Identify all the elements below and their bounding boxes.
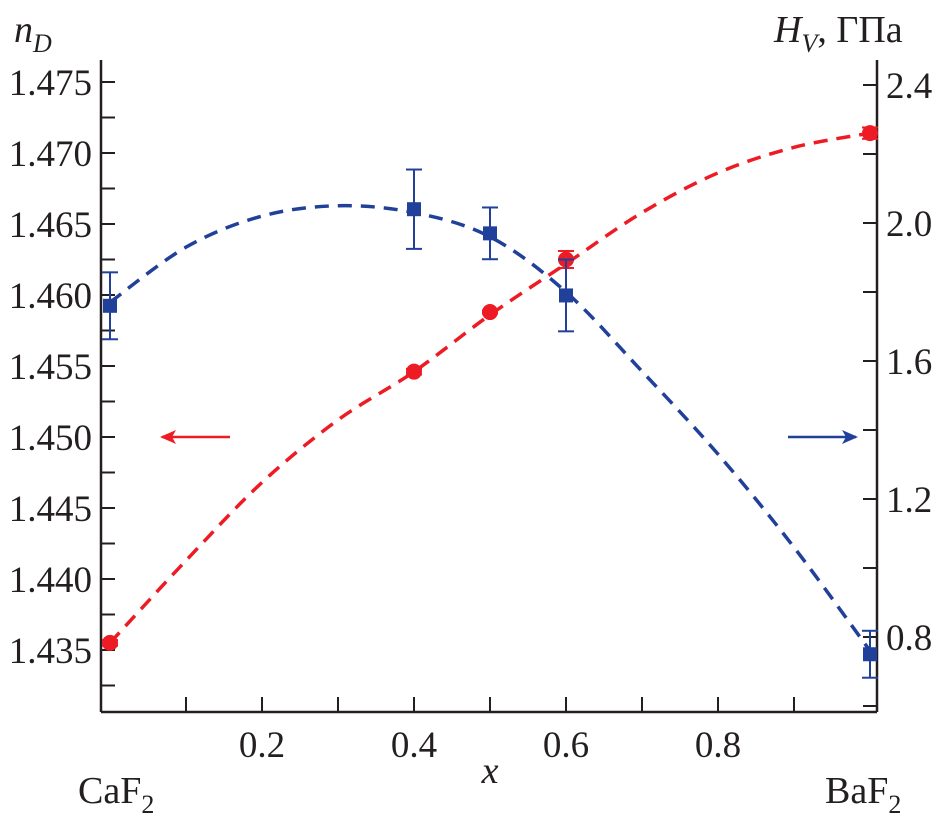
n_D-point — [102, 634, 118, 651]
y-left-tick-label: 1.435 — [9, 631, 92, 672]
n_D-point — [482, 304, 498, 321]
H_V-fit-curve — [108, 203, 872, 652]
H_V-point — [863, 647, 877, 662]
y-right-label: HV, ГПа — [773, 9, 903, 58]
H_V-point — [483, 226, 497, 241]
y-right-tick-label: 0.8 — [886, 618, 932, 659]
y-left-tick-label: 1.460 — [9, 276, 92, 317]
H_V-point — [103, 298, 117, 313]
x-left-end-label: CaF2 — [78, 770, 154, 819]
x-right-end-label: BaF2 — [825, 770, 901, 819]
x-tick-label: 0.8 — [695, 725, 741, 766]
n_D-point — [862, 125, 878, 142]
x-tick-label: 0.4 — [391, 725, 437, 766]
H_V-point — [559, 288, 573, 303]
x-axis-label: x — [481, 750, 499, 792]
data-points — [102, 125, 878, 679]
y-right-tick-label: 2.0 — [886, 204, 932, 245]
y-left-tick-label: 1.475 — [9, 63, 92, 104]
y-right-tick-label: 1.2 — [886, 480, 932, 521]
fit-curves — [108, 131, 872, 652]
n_D-point — [406, 363, 422, 380]
y-left-tick-label: 1.455 — [9, 347, 92, 388]
y-left-label: nD — [14, 9, 52, 58]
x-tick-label: 0.6 — [543, 725, 589, 766]
y-left-tick-label: 1.445 — [9, 489, 92, 530]
y-left-tick-label: 1.465 — [9, 205, 92, 246]
y-left-tick-label: 1.470 — [9, 134, 92, 175]
right-arrow-head — [842, 430, 858, 444]
axis-arrows — [160, 430, 858, 444]
left-arrow-head — [160, 430, 176, 444]
x-tick-label: 0.2 — [239, 725, 285, 766]
axes: 0.2 0.4 0.6 0.8 1.435 1.440 1.445 1.450 1.455 1.4… — [9, 60, 932, 766]
n_D-fit-curve — [108, 131, 871, 645]
y-left-tick-label: 1.450 — [9, 418, 92, 459]
y-left-tick-label: 1.440 — [9, 560, 92, 601]
y-right-tick-label: 2.4 — [886, 66, 932, 107]
y-right-tick-label: 1.6 — [886, 342, 932, 383]
H_V-point — [407, 202, 421, 217]
